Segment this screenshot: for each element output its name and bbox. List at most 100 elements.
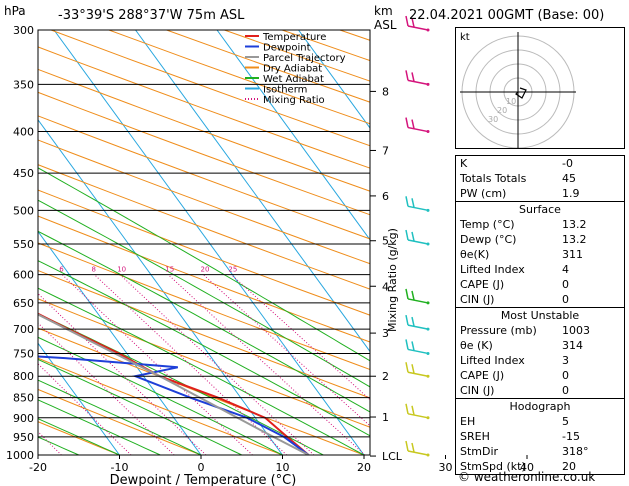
most-unstable-row: CIN (J) 0 [456,383,624,398]
wind-barb-flag [411,442,415,453]
dry-adiabat-line [38,91,370,216]
wind-barb-flag [405,288,409,300]
wet-adiabat-line [38,313,324,455]
pressure-tick-label: 1000 [6,449,34,462]
index-row: PW (cm) 1.9 [456,186,624,201]
wind-barb-base [426,351,430,355]
series-line-dewpoint [38,355,310,455]
km-tick-label: 4 [382,280,389,293]
legend-entry: Dry Adiabat [263,64,322,75]
surface-value: 0 [562,293,569,306]
x-axis-label: Dewpoint / Temperature (°C) [110,473,297,486]
wind-barb-staff [407,371,429,377]
surface-row: CIN (J) 0 [456,292,624,307]
asl-label: ASL [374,18,397,32]
wind-barb-flag [405,229,409,241]
legend-entry: Mixing Ratio [263,95,325,106]
km-tick-label: 8 [382,85,389,98]
surface-label: CIN (J) [460,293,495,306]
hodograph-ring-label: 10 [506,97,516,106]
wind-barb-base [426,28,430,32]
mixing-ratio-line [203,274,370,427]
wet-adiabat-line [38,436,79,455]
x-tick-label: 40 [520,461,534,474]
wet-adiabat-line [38,358,243,455]
hodograph-stat-value: 318° [562,445,589,458]
wind-barb-staff [407,126,429,133]
plot-frame [37,29,371,456]
isotherm-line [216,30,370,241]
wind-barb-staff [407,450,429,456]
x-tick-label: 30 [439,461,453,474]
km-tick-label: 1 [382,411,389,424]
km-tick-label: 5 [382,235,389,248]
index-label: PW (cm) [460,187,507,200]
wind-barb-flag [405,117,409,128]
km-label: km [374,4,393,18]
mixing-ratio-line [119,274,315,455]
pressure-tick-label: 450 [13,167,34,180]
surface-row: Temp (°C) 13.2 [456,217,624,232]
x-tick-label: -10 [111,461,129,474]
mixing-ratio-label: 20 [200,266,209,274]
surface-value: 0 [562,278,569,291]
pressure-tick-label: 500 [13,204,34,217]
isotherm-line [38,230,202,455]
dry-adiabat-line [38,357,283,455]
most-unstable-row: CAPE (J) 0 [456,368,624,383]
wet-adiabat-line [38,379,202,455]
pressure-tick-label: 950 [13,431,34,444]
mixing-ratio-label: 25 [228,266,237,274]
mixing-ratio-label: 15 [165,266,174,274]
hodograph-stat-row: StmDir 318° [456,444,624,459]
x-tick-label: 0 [198,461,205,474]
hodograph-kt-label: kt [460,32,470,43]
x-tick-label: -20 [29,461,47,474]
wind-barb-flag [405,403,409,414]
datetime-title: 22.04.2021 00GMT (Base: 00) [409,8,605,23]
series-line-temperature [38,312,310,455]
hodograph-stat-label: StmDir [460,445,499,458]
index-row: K -0 [456,156,624,171]
wind-barb-staff [407,298,429,304]
wind-barb-base [426,374,430,378]
surface-label: Lifted Index [460,263,525,276]
wind-barb-flag [405,15,409,27]
wind-barb-staff [407,413,429,419]
most-unstable-label: Lifted Index [460,354,525,367]
most-unstable-value: 314 [562,339,583,352]
mixing-ratio-axis-label: Mixing Ratio (g/kg) [386,228,399,332]
legend-entry: Isotherm [263,85,307,96]
wind-barb-base [426,453,430,457]
pressure-tick-label: 300 [13,24,34,37]
index-value: -0 [562,157,573,170]
hodograph-stat-label: SREH [460,430,490,443]
km-tick-label: 2 [382,370,389,383]
legend-entry: Dewpoint [263,43,311,54]
surface-value: 4 [562,263,569,276]
legend-entry: Wet Adiabat [263,74,324,85]
pressure-tick-label: 850 [13,392,34,405]
surface-label: Dewp (°C) [460,233,517,246]
mixing-ratio-line [167,274,366,455]
wet-adiabat-line [38,336,283,455]
most-unstable-value: 3 [562,354,569,367]
wind-barb-flag [405,70,409,81]
wind-barb-flag [405,196,409,207]
surface-title: Surface [519,203,561,216]
dry-adiabat-line [38,115,370,240]
surface-row: Lifted Index 4 [456,262,624,277]
hodograph-stat-label: StmSpd (kt) [460,460,526,473]
most-unstable-label: CIN (J) [460,384,495,397]
dry-adiabat-line [38,68,370,192]
surface-label: Temp (°C) [460,218,515,231]
surface-value: 13.2 [562,233,587,246]
legend-entry: Temperature [262,32,326,43]
wind-barb-base [426,416,430,420]
hodograph-stat-row: StmSpd (kt) 20 [456,459,624,474]
wind-barb-flag [411,72,415,82]
most-unstable-row: Lifted Index 3 [456,353,624,368]
hodograph-stat-row: EH 5 [456,414,624,429]
mixing-ratio-label: 10 [117,266,126,274]
